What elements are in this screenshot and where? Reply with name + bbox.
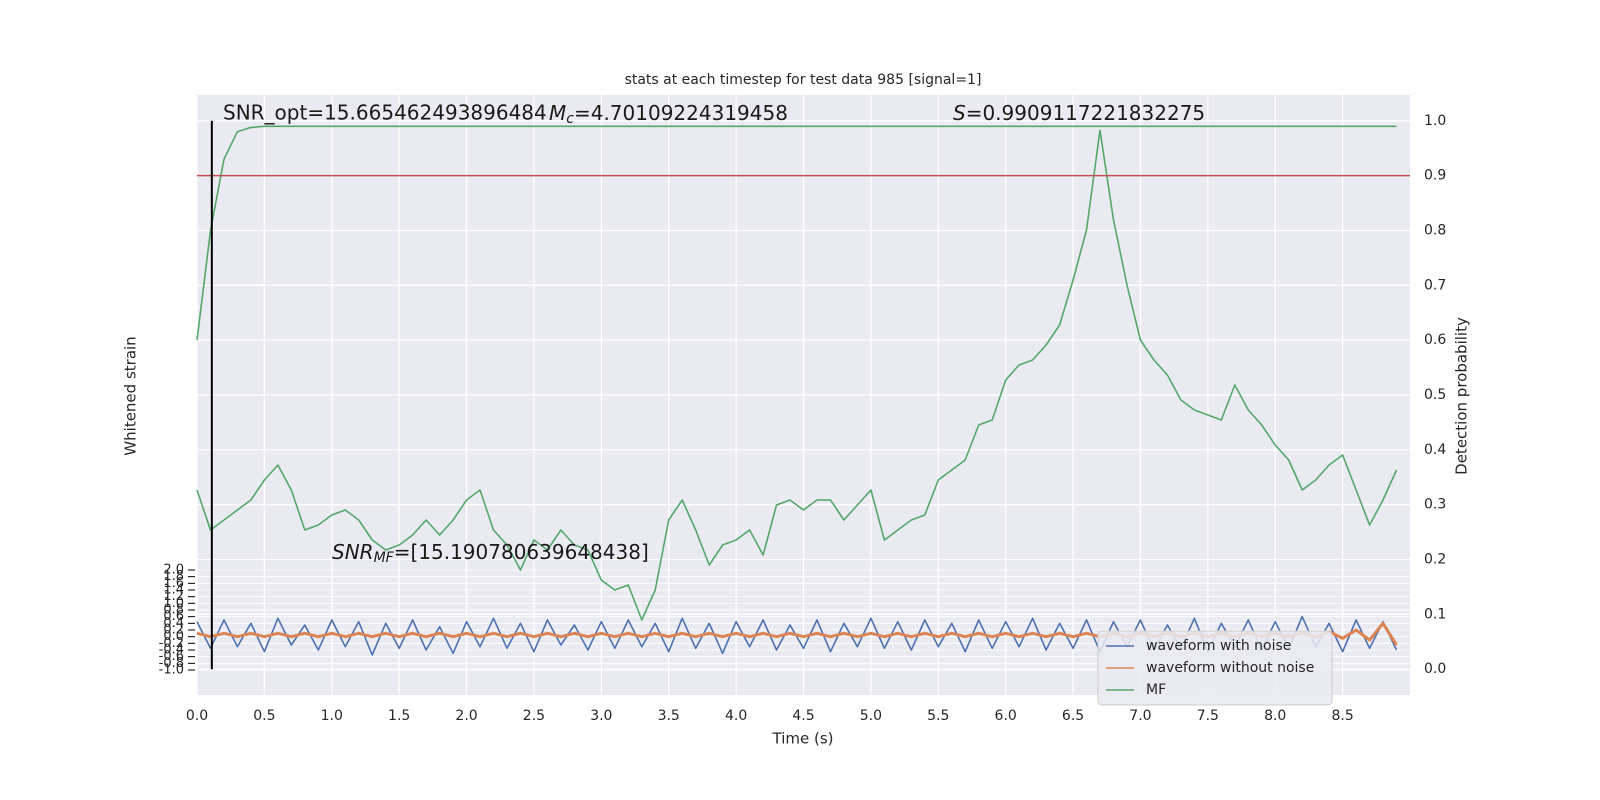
y2-tick-label: 0.4 [1424,442,1446,458]
y-tick-label: 1.6 [163,576,184,591]
annotation-symbol: S [953,101,966,125]
y-tick-label: 0.4 [163,616,184,631]
chart-title: stats at each timestep for test data 985… [625,72,982,88]
x-tick-label: 5.5 [927,708,949,724]
x-tick-label: 2.5 [523,708,545,724]
legend-box [1097,630,1333,706]
marks [196,120,1410,670]
x-axis-label: Time (s) [772,730,834,748]
annotation-subscript: c [566,111,574,127]
y2-tick-label: 0.5 [1424,387,1446,403]
x-tick-label: 3.0 [590,708,612,724]
y-tick-label: 1.2 [163,589,184,604]
x-tick-label: 7.0 [1129,708,1151,724]
legend: waveform with noise waveform without nois… [1097,630,1333,706]
x-tick-label: 0.5 [253,708,275,724]
x-tick-label: 3.5 [658,708,680,724]
y-tick-label: -0.8 [159,656,184,671]
annotation: Mc=4.70109224319458 [549,101,788,128]
x-tick-label: 0.0 [186,708,208,724]
annotation-symbol: M [549,101,566,125]
y-tick-label: -0.2 [159,636,184,651]
x-tick-label: 4.5 [792,708,814,724]
series-line [196,129,1398,621]
y2-tick-label: 0.0 [1424,661,1446,677]
x-tick-label: 6.5 [1062,708,1084,724]
y2-axis-label: Detection probability [1453,317,1471,475]
annotation-symbol: SNR [332,540,374,564]
annotation-subscript: MF [374,550,395,566]
x-tick-label: 8.5 [1331,708,1353,724]
y2-tick-label: 0.3 [1424,497,1446,513]
x-tick-label: 8.0 [1264,708,1286,724]
y-tick-label: 0.2 [163,623,184,638]
y-tick-label: 2.0 [163,563,184,578]
x-tick-label: 5.0 [860,708,882,724]
x-tick-label: 4.0 [725,708,747,724]
y2-tick-label: 1.0 [1424,113,1446,129]
y-tick-label: -0.6 [159,649,184,664]
x-tick-label: 6.0 [995,708,1017,724]
y-tick-label: 0.0 [163,629,184,644]
x-tick-label: 1.0 [321,708,343,724]
y-tick-label: 1.0 [163,596,184,611]
annotation: SNR_opt=15.665462493896484 [223,101,547,125]
x-tick-label: 1.5 [388,708,410,724]
x-tick-label: 2.0 [455,708,477,724]
y2-tick-label: 0.8 [1424,222,1446,238]
y2-tick-label: 0.7 [1424,277,1446,293]
annotation-value: =[15.190780639648438] [394,540,649,564]
legend-label: waveform with noise [1146,638,1291,654]
x-tick-label: 7.5 [1197,708,1219,724]
legend-label: MF [1146,682,1166,698]
y-tick-label: 0.8 [163,603,184,618]
legend-label: waveform without noise [1146,660,1314,676]
annotation-value: =0.9909117221832275 [966,101,1205,125]
series-line [196,615,1398,656]
y2-tick-label: 0.9 [1424,168,1446,184]
annotation-value: =4.70109224319458 [574,101,788,125]
y-tick-label: -1.0 [159,663,184,678]
y2-tick-label: 0.1 [1424,606,1446,622]
y-axis-label: Whitened strain [122,336,140,455]
series-line [196,125,1397,341]
y-tick-label: -0.4 [159,643,184,658]
y-tick-label: 1.4 [163,583,184,598]
y-tick-label: 1.8 [163,569,184,584]
y2-tick-label: 0.6 [1424,332,1446,348]
y2-tick-label: 0.2 [1424,552,1446,568]
annotation: SNRMF=[15.190780639648438] [332,540,649,567]
y-tick-label: 0.6 [163,609,184,624]
annotation: S=0.9909117221832275 [953,101,1205,125]
